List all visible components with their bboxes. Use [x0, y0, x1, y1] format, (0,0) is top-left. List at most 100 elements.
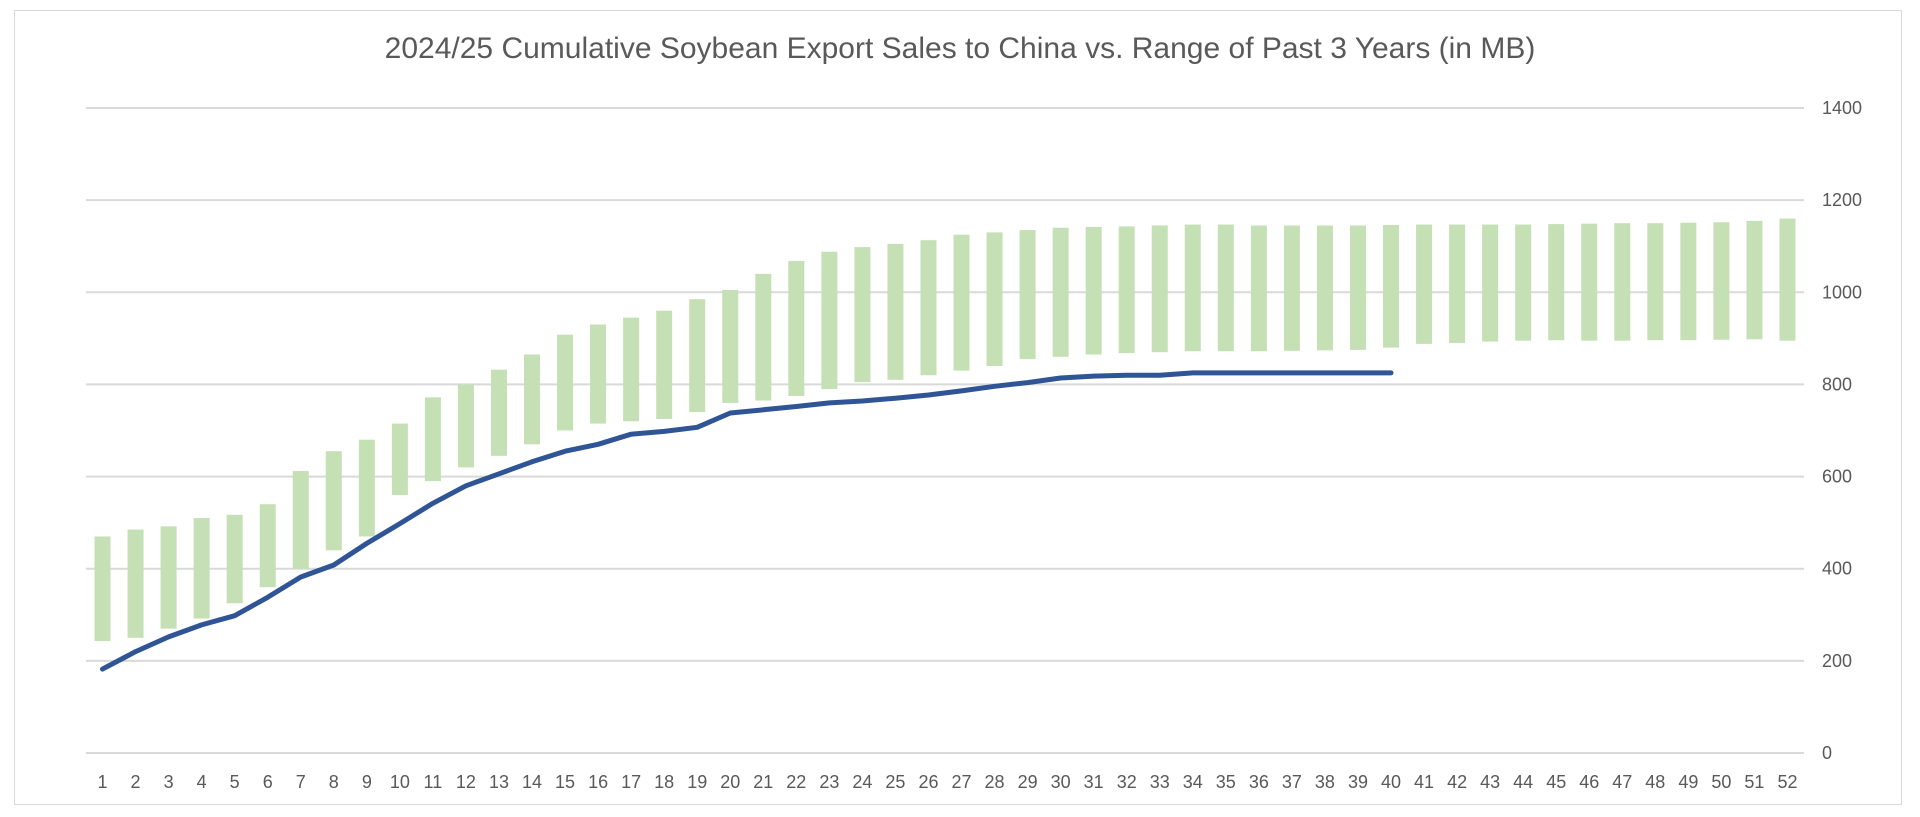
x-tick-label: 11 [424, 772, 443, 792]
y-tick-label: 400 [1822, 559, 1852, 579]
x-tick-label: 8 [329, 772, 339, 792]
x-tick-label: 6 [263, 772, 273, 792]
range-bar [1151, 225, 1168, 353]
x-tick-label: 37 [1282, 772, 1302, 792]
y-tick-label: 1400 [1822, 98, 1862, 118]
x-tick-label: 32 [1117, 772, 1137, 792]
range-bar [193, 518, 210, 619]
y-tick-label: 1200 [1822, 190, 1862, 210]
range-bar [358, 439, 375, 537]
chart-title: 2024/25 Cumulative Soybean Export Sales … [384, 32, 1536, 65]
range-bar [1515, 224, 1532, 341]
y-tick-label: 200 [1822, 651, 1852, 671]
chart-frame [14, 10, 1902, 805]
x-tick-label: 7 [296, 772, 306, 792]
x-tick-label: 45 [1546, 772, 1566, 792]
gridlines [86, 107, 1804, 754]
x-tick-label: 39 [1348, 772, 1368, 792]
y-tick-label: 1000 [1822, 282, 1862, 302]
range-bar [887, 243, 904, 380]
x-tick-label: 21 [753, 772, 773, 792]
x-tick-label: 35 [1216, 772, 1236, 792]
range-bar [1746, 220, 1763, 340]
x-tick-label: 40 [1381, 772, 1401, 792]
range-bar [1680, 222, 1697, 341]
range-bar [424, 397, 441, 482]
range-bar [920, 240, 937, 376]
range-bar [1383, 225, 1400, 348]
range-bar [1614, 223, 1631, 341]
x-axis-ticks: 1 2 3 4 5 6 7 8 9 10 11 12 13 14 15 16 17 18 19 20 21 22 23 24 2… [98, 772, 1798, 792]
x-tick-label: 3 [164, 772, 174, 792]
range-bar [1713, 222, 1730, 340]
range-bar [490, 369, 507, 456]
range-bar [1217, 224, 1234, 352]
x-tick-label: 34 [1183, 772, 1203, 792]
x-tick-label: 15 [555, 772, 575, 792]
range-bar [391, 423, 408, 495]
current-series-line [100, 370, 1394, 672]
range-bar [127, 529, 144, 638]
range-bar [292, 471, 309, 569]
x-tick-label: 30 [1051, 772, 1071, 792]
range-bars [94, 218, 1796, 642]
x-tick-label: 5 [230, 772, 240, 792]
x-tick-label: 41 [1414, 772, 1434, 792]
x-tick-label: 42 [1447, 772, 1467, 792]
x-tick-label: 50 [1711, 772, 1731, 792]
range-bar [1085, 226, 1102, 355]
range-bar [722, 289, 739, 403]
range-bar [1283, 225, 1300, 351]
x-tick-label: 25 [885, 772, 905, 792]
x-tick-label: 31 [1084, 772, 1104, 792]
range-bar [1548, 224, 1565, 341]
x-tick-label: 13 [489, 772, 509, 792]
x-tick-label: 24 [852, 772, 872, 792]
range-bar [1316, 225, 1333, 351]
range-bar [623, 317, 640, 422]
range-bar [226, 514, 243, 604]
y-tick-label: 800 [1822, 374, 1852, 394]
range-bar [986, 232, 1003, 366]
range-bar [821, 251, 838, 390]
x-tick-label: 49 [1678, 772, 1698, 792]
x-tick-label: 51 [1744, 772, 1764, 792]
x-tick-label: 38 [1315, 772, 1335, 792]
range-bar [1482, 224, 1499, 342]
range-bar [1449, 224, 1466, 343]
range-bar [1184, 224, 1201, 352]
x-tick-label: 43 [1480, 772, 1500, 792]
range-bar [325, 451, 342, 551]
range-bar [524, 354, 541, 445]
range-bar [1779, 218, 1796, 341]
x-tick-label: 16 [588, 772, 608, 792]
range-bar [557, 334, 574, 431]
range-bar [656, 310, 673, 419]
x-tick-label: 23 [819, 772, 839, 792]
current-line [100, 370, 1394, 672]
x-tick-label: 36 [1249, 772, 1269, 792]
x-tick-label: 44 [1513, 772, 1533, 792]
x-tick-label: 18 [654, 772, 674, 792]
x-tick-label: 12 [456, 772, 476, 792]
x-tick-label: 26 [918, 772, 938, 792]
x-tick-label: 48 [1645, 772, 1665, 792]
range-bar [160, 526, 177, 629]
y-axis-ticks: 0 200 400 600 800 1000 1200 1400 [1822, 98, 1862, 763]
x-tick-label: 9 [362, 772, 372, 792]
x-tick-label: 2 [131, 772, 141, 792]
range-bar [1349, 225, 1366, 350]
x-tick-label: 47 [1612, 772, 1632, 792]
y-tick-label: 0 [1822, 743, 1832, 763]
range-bar [1416, 224, 1433, 344]
x-tick-label: 52 [1777, 772, 1797, 792]
range-bar [788, 260, 805, 396]
x-tick-label: 22 [786, 772, 806, 792]
x-tick-label: 28 [985, 772, 1005, 792]
x-tick-label: 10 [390, 772, 410, 792]
x-tick-label: 29 [1018, 772, 1038, 792]
x-tick-label: 33 [1150, 772, 1170, 792]
x-tick-label: 20 [720, 772, 740, 792]
range-bar [755, 273, 772, 401]
